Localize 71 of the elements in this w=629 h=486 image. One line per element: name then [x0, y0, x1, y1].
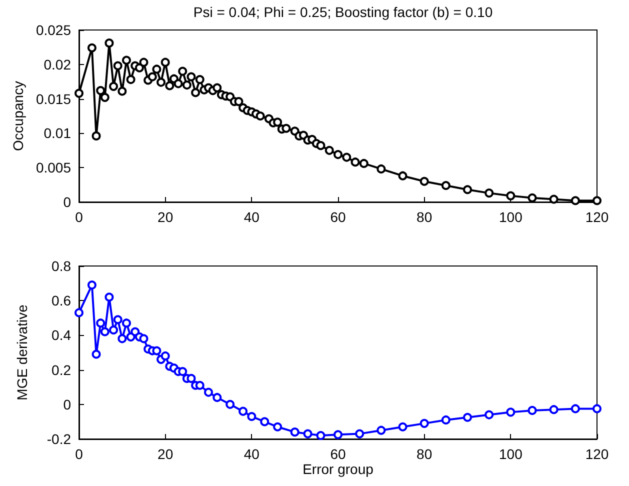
- x-tick-label: 120: [585, 446, 609, 462]
- x-tick-label: 40: [244, 209, 260, 225]
- y-axis-title: MGE derivative: [14, 304, 30, 400]
- y-tick-label: 0.2: [52, 362, 72, 378]
- point: [122, 318, 131, 328]
- x-tick-label: 20: [158, 446, 174, 462]
- point: [87, 280, 96, 290]
- point: [96, 318, 106, 328]
- point: [303, 429, 312, 438]
- point: [139, 334, 148, 344]
- point: [549, 405, 558, 414]
- point: [528, 406, 537, 415]
- point: [74, 308, 84, 318]
- point: [118, 334, 127, 344]
- point: [152, 346, 162, 356]
- point: [420, 418, 429, 428]
- y-tick-label: 0.8: [52, 258, 72, 274]
- y-tick-label: 0.01: [44, 125, 72, 142]
- y-tick-label: 0.015: [36, 90, 72, 107]
- point: [92, 350, 101, 359]
- x-tick-label: 0: [75, 209, 84, 225]
- point: [376, 426, 386, 435]
- y-tick-label: 0.02: [44, 56, 72, 72]
- point: [441, 415, 450, 424]
- point: [273, 422, 282, 432]
- y-tick-label: 0.005: [36, 160, 72, 176]
- point: [160, 351, 170, 360]
- point: [290, 428, 300, 437]
- point: [484, 410, 494, 420]
- point: [316, 431, 326, 440]
- y-tick-label: 0.025: [36, 22, 72, 38]
- y-tick-label: 0: [63, 194, 72, 210]
- point: [186, 374, 196, 383]
- point: [126, 332, 136, 342]
- y-tick-label: 0: [63, 396, 72, 412]
- point: [592, 404, 602, 414]
- point: [178, 367, 188, 376]
- point: [398, 422, 408, 432]
- x-tick-label: 60: [330, 446, 346, 462]
- x-tick-label: 120: [585, 209, 609, 225]
- point: [260, 417, 270, 426]
- x-tick-label: 100: [498, 209, 523, 225]
- x-tick-label: 20: [158, 209, 174, 225]
- point: [226, 400, 235, 409]
- point: [570, 404, 580, 414]
- y-tick-label: 0.4: [52, 327, 72, 344]
- x-axis-title: Error group: [302, 460, 374, 477]
- point: [355, 429, 364, 438]
- point: [334, 430, 342, 440]
- x-tick-label: 60: [330, 209, 346, 225]
- y-tick-label: -0.2: [46, 431, 72, 447]
- point: [100, 327, 110, 336]
- point: [104, 292, 114, 302]
- point: [247, 412, 256, 422]
- point: [212, 392, 222, 402]
- chart-title: Psi = 0.04; Phi = 0.25; Boosting factor (b) = 0.10: [193, 4, 493, 20]
- x-tick-label: 0: [75, 446, 84, 462]
- point: [506, 408, 516, 417]
- point: [130, 327, 140, 336]
- point: [204, 388, 213, 397]
- x-tick-label: 80: [416, 446, 432, 462]
- point: [463, 412, 472, 422]
- point: [113, 315, 122, 324]
- x-tick-label: 40: [244, 446, 260, 462]
- y-tick-label: 0.6: [52, 292, 72, 309]
- y-axis-title: Occupancy: [10, 80, 26, 152]
- point: [195, 380, 204, 390]
- point: [109, 326, 118, 335]
- x-tick-label: 80: [416, 209, 432, 225]
- point: [238, 406, 248, 416]
- x-tick-label: 100: [498, 446, 523, 462]
